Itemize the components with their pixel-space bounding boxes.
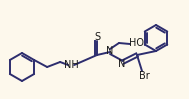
Text: N: N (118, 59, 126, 69)
Text: N: N (106, 46, 114, 56)
Text: HO: HO (129, 38, 143, 48)
Text: S: S (94, 32, 100, 42)
Text: Br: Br (139, 71, 149, 81)
Text: NH: NH (64, 60, 78, 70)
